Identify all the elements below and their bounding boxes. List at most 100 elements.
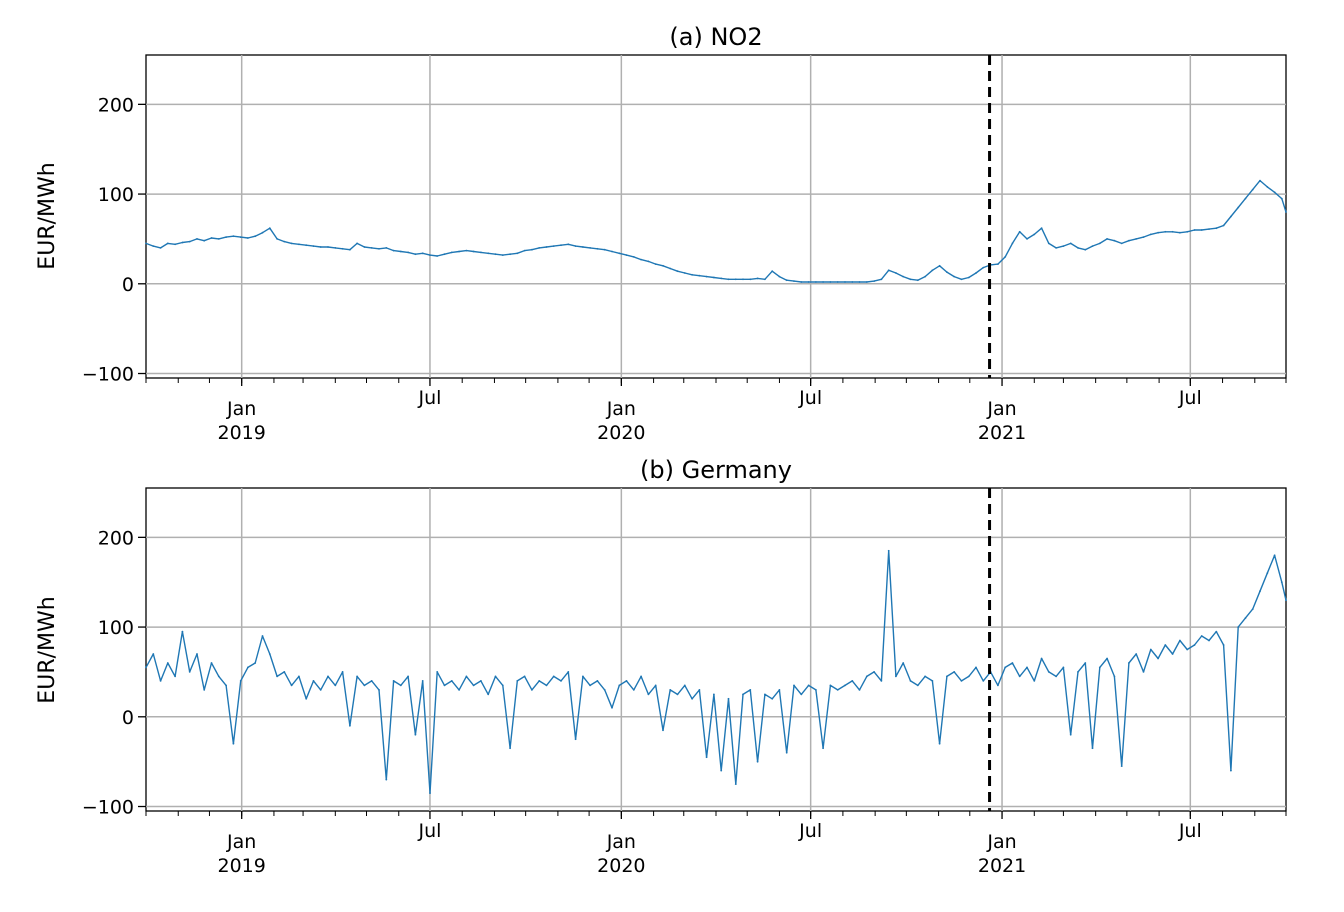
data-point (480, 680, 482, 682)
data-point (1062, 666, 1065, 669)
data-point (1266, 572, 1269, 575)
data-point (1128, 662, 1130, 664)
data-point (880, 680, 883, 682)
data-point (1208, 639, 1210, 642)
data-point (429, 254, 431, 256)
data-point (756, 277, 759, 280)
data-point (975, 666, 977, 669)
data-point (531, 248, 533, 251)
data-point (647, 260, 650, 263)
data-point (778, 689, 781, 691)
data-point (611, 706, 613, 709)
data-point (283, 240, 286, 243)
gridlines (146, 488, 1286, 811)
data-point (887, 549, 890, 552)
data-point (1179, 231, 1181, 234)
data-point (632, 256, 635, 258)
data-point (1069, 733, 1072, 736)
data-point (1084, 248, 1087, 251)
data-point (1266, 186, 1269, 188)
data-point (844, 281, 846, 283)
data-point (319, 689, 322, 691)
data-point (1244, 617, 1247, 619)
data-point (895, 675, 897, 678)
data-point (647, 693, 650, 696)
data-point (560, 244, 562, 247)
data-point (1135, 238, 1138, 240)
data-point (545, 246, 548, 248)
data-point (705, 275, 708, 278)
data-point (174, 243, 177, 246)
data-point (414, 733, 417, 736)
data-point (793, 280, 795, 282)
data-point (312, 245, 315, 248)
data-point (975, 272, 977, 274)
data-point (909, 278, 912, 281)
y-tick-label: 100 (98, 184, 134, 206)
data-point (1026, 666, 1028, 669)
data-point (1120, 242, 1123, 245)
data-point (276, 675, 278, 678)
data-point (1237, 626, 1240, 628)
data-point (1171, 653, 1174, 655)
data-point (370, 680, 373, 682)
data-point (552, 675, 555, 678)
data-point (1047, 671, 1050, 673)
data-point (232, 235, 235, 238)
data-point (516, 680, 519, 682)
data-point (327, 675, 329, 678)
data-point (1200, 635, 1203, 637)
data-point (807, 684, 810, 687)
x-tick-year-label: 2019 (218, 422, 266, 444)
data-point (188, 671, 191, 673)
data-point (443, 684, 446, 687)
data-point (494, 675, 497, 678)
data-point (946, 675, 948, 678)
data-point (196, 238, 198, 240)
data-point (1113, 239, 1116, 242)
series (145, 179, 1287, 283)
data-point (290, 684, 293, 687)
data-point (458, 689, 460, 691)
data-point (166, 242, 169, 245)
data-point (450, 680, 453, 682)
data-point (1230, 769, 1232, 772)
data-point (290, 242, 293, 245)
data-point (691, 273, 693, 276)
data-point (1280, 197, 1283, 200)
data-point (531, 689, 533, 691)
series-line (145, 550, 1287, 794)
data-point (618, 252, 621, 255)
data-point (1011, 242, 1014, 245)
data-point (887, 269, 890, 272)
data-point (982, 266, 985, 269)
data-point (188, 240, 191, 243)
data-point (1222, 224, 1225, 227)
data-point (1215, 227, 1218, 230)
data-point (589, 247, 591, 249)
data-point (254, 235, 257, 238)
data-point (1135, 653, 1138, 655)
data-point (450, 251, 453, 254)
data-point (960, 680, 963, 682)
data-point (1055, 247, 1057, 249)
data-point (1113, 675, 1116, 678)
data-point (480, 251, 482, 254)
data-point (1084, 662, 1087, 664)
x-tick-label: Jan (606, 831, 636, 853)
data-point (676, 270, 679, 273)
data-point (1193, 229, 1196, 231)
data-point (538, 247, 541, 249)
data-point (552, 245, 555, 248)
data-point (203, 689, 206, 691)
data-point (836, 281, 839, 283)
data-point (669, 267, 672, 270)
data-point (749, 689, 752, 691)
x-tick-label: Jan (606, 398, 636, 420)
data-point (225, 684, 228, 687)
data-point (523, 675, 526, 678)
x-tick-year-label: 2021 (978, 422, 1026, 444)
